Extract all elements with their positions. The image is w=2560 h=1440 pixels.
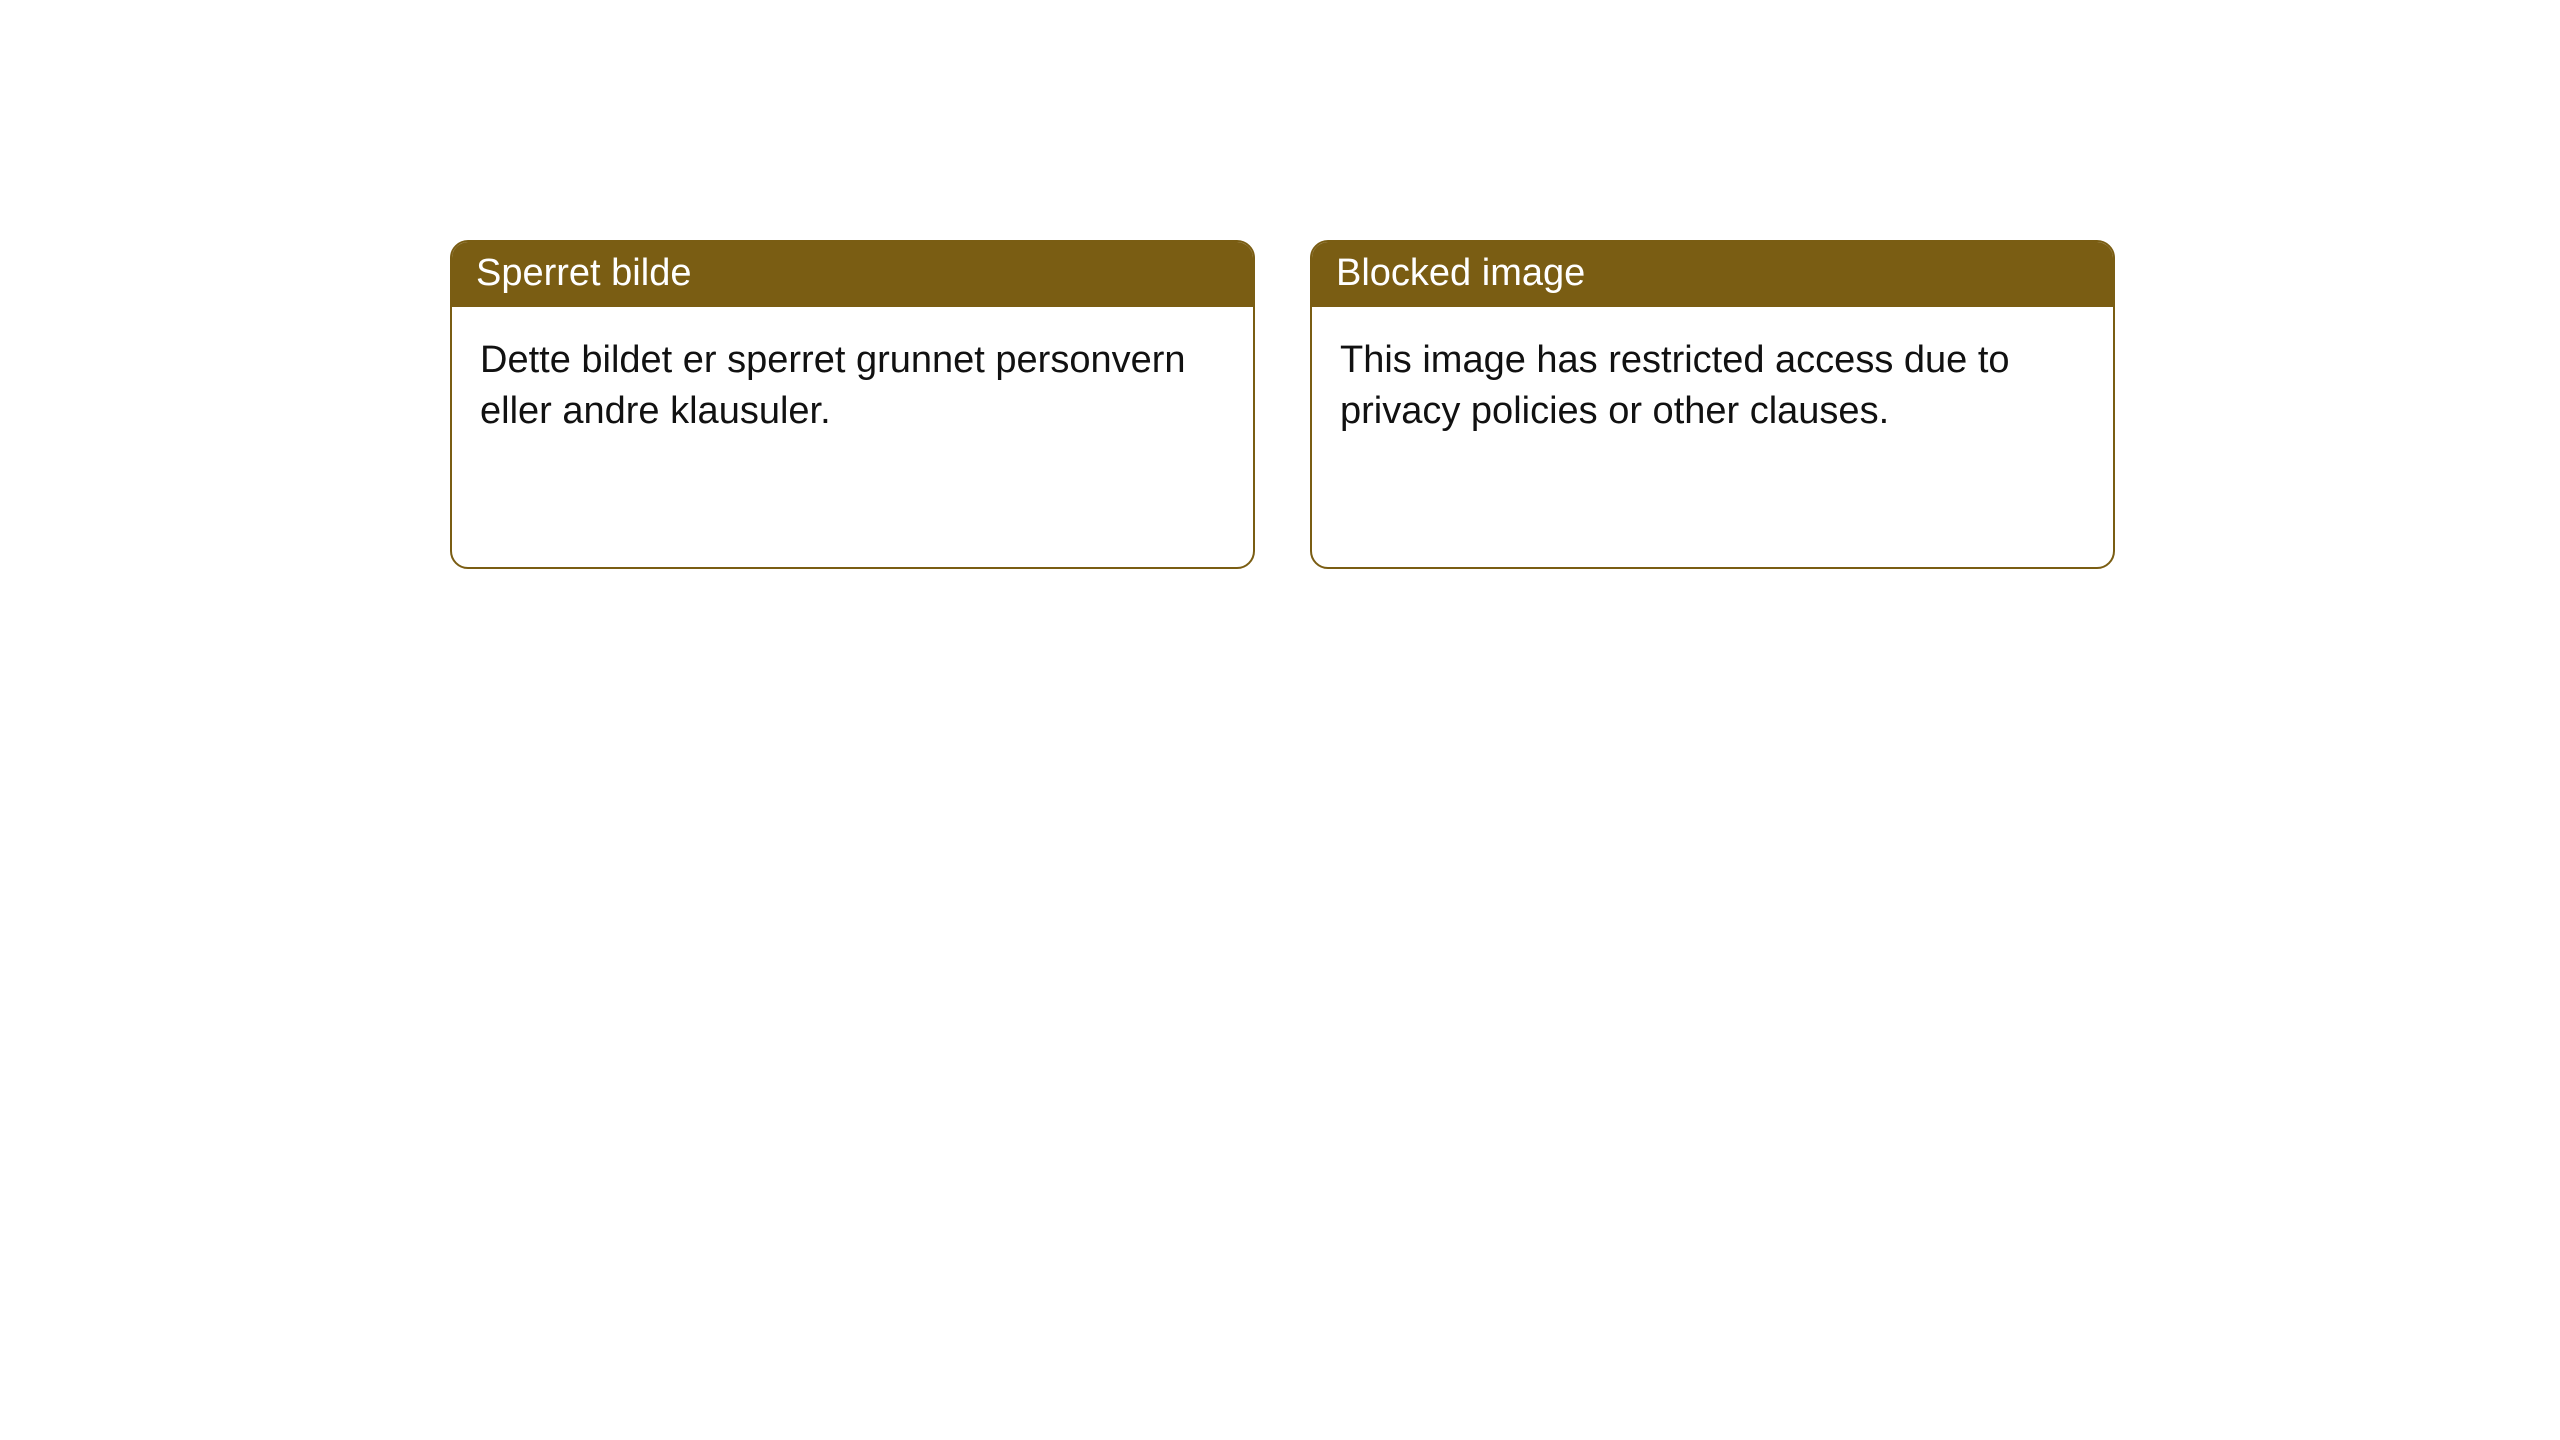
notice-text-english: This image has restricted access due to … bbox=[1340, 339, 2010, 432]
notice-body-english: This image has restricted access due to … bbox=[1312, 307, 2113, 567]
notice-header-norwegian: Sperret bilde bbox=[452, 242, 1253, 307]
notice-text-norwegian: Dette bildet er sperret grunnet personve… bbox=[480, 339, 1186, 432]
notice-body-norwegian: Dette bildet er sperret grunnet personve… bbox=[452, 307, 1253, 567]
notice-header-english: Blocked image bbox=[1312, 242, 2113, 307]
notice-title-english: Blocked image bbox=[1336, 252, 1585, 294]
notice-title-norwegian: Sperret bilde bbox=[476, 252, 691, 294]
notice-container: Sperret bilde Dette bildet er sperret gr… bbox=[450, 240, 2115, 569]
notice-card-norwegian: Sperret bilde Dette bildet er sperret gr… bbox=[450, 240, 1255, 569]
notice-card-english: Blocked image This image has restricted … bbox=[1310, 240, 2115, 569]
